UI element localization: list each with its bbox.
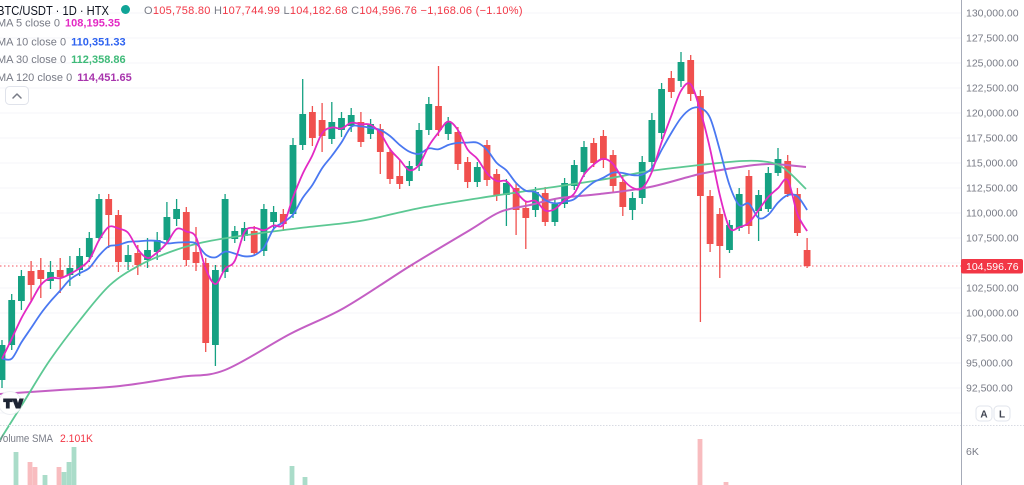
svg-text:A: A [980, 410, 987, 421]
svg-text:Volume SMA: Volume SMA [0, 433, 54, 445]
svg-text:L: L [999, 410, 1005, 421]
svg-text:102,500.00: 102,500.00 [966, 283, 1019, 295]
svg-text:BTC/USDT · 1D · HTX: BTC/USDT · 1D · HTX [0, 3, 109, 18]
svg-text:112,500.00: 112,500.00 [966, 183, 1018, 195]
svg-text:MA 30 close 0 112,358.86: MA 30 close 0 112,358.86 [0, 54, 126, 66]
svg-text:6K: 6K [966, 446, 979, 458]
svg-text:MA 120 close 0 114,451.65: MA 120 close 0 114,451.65 [0, 72, 132, 84]
svg-text:92,500.00: 92,500.00 [966, 383, 1013, 395]
svg-text:95,000.00: 95,000.00 [966, 358, 1013, 370]
svg-text:104,596.76: 104,596.76 [966, 261, 1019, 273]
svg-text:100,000.00: 100,000.00 [966, 308, 1019, 320]
svg-text:127,500.00: 127,500.00 [966, 33, 1019, 45]
svg-text:107,500.00: 107,500.00 [966, 233, 1019, 245]
svg-text:122,500.00: 122,500.00 [966, 83, 1019, 95]
svg-text:130,000.00: 130,000.00 [966, 8, 1019, 20]
svg-text:MA 10 close 0 110,351.33: MA 10 close 0 110,351.33 [0, 37, 126, 49]
svg-text:120,000.00: 120,000.00 [966, 108, 1019, 120]
svg-text:110,000.00: 110,000.00 [966, 208, 1018, 220]
svg-text:97,500.00: 97,500.00 [966, 333, 1013, 345]
svg-text:2.101K: 2.101K [60, 433, 94, 445]
svg-text:MA 5 close 0 108,195.35: MA 5 close 0 108,195.35 [0, 18, 120, 30]
svg-text:4K: 4K [966, 483, 979, 485]
svg-text:117,500.00: 117,500.00 [966, 133, 1018, 145]
svg-text:O105,758.80 H107,744.99 L104,1: O105,758.80 H107,744.99 L104,182.68 C104… [144, 5, 523, 17]
svg-text:125,000.00: 125,000.00 [966, 58, 1019, 70]
svg-text:115,000.00: 115,000.00 [966, 158, 1018, 170]
